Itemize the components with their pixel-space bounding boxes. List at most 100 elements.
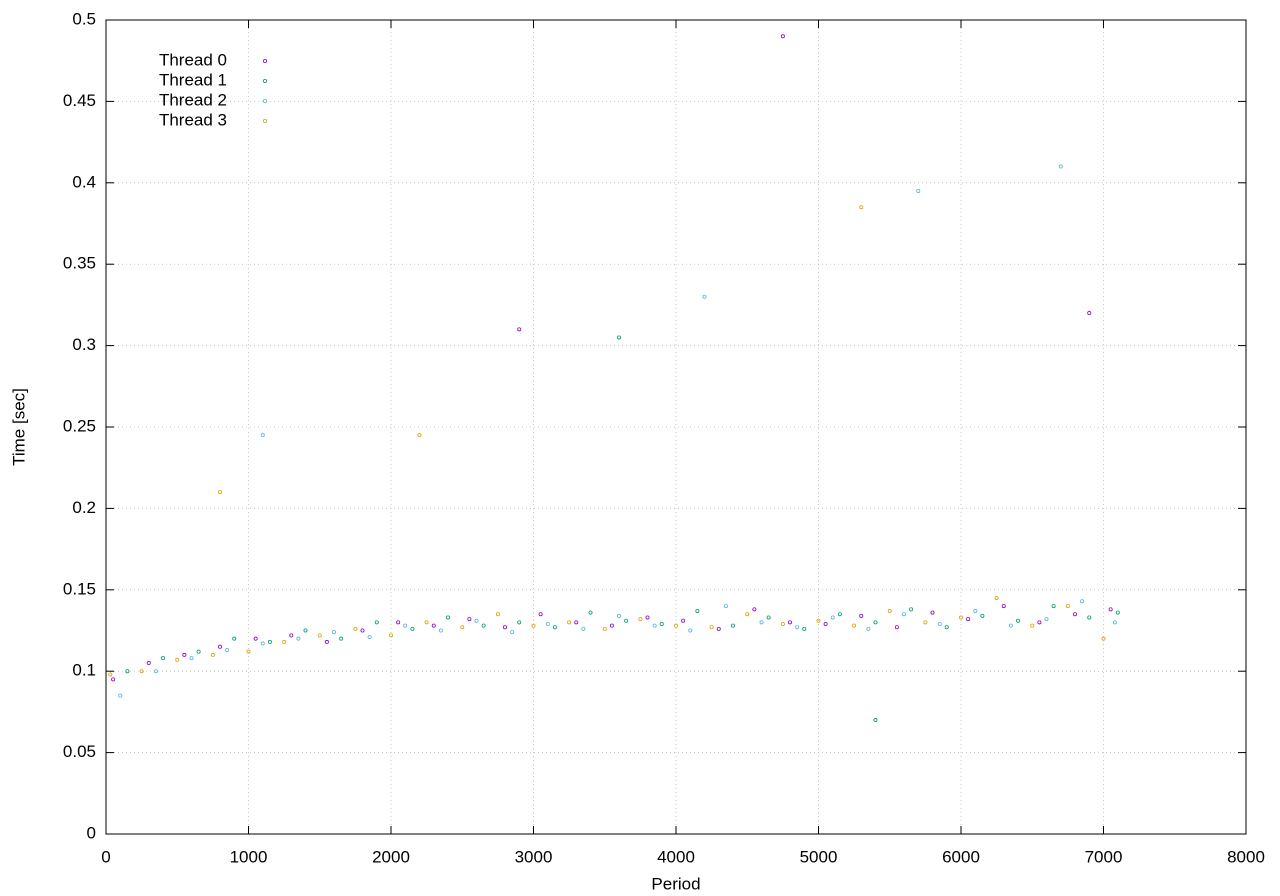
point <box>723 604 728 609</box>
y-tick-label: 0.2 <box>72 498 96 517</box>
point <box>217 644 222 649</box>
legend-marker <box>262 99 267 104</box>
y-tick-label: 0.35 <box>63 254 96 273</box>
point <box>823 621 828 626</box>
point <box>260 433 265 438</box>
point <box>182 652 187 657</box>
point <box>153 669 158 674</box>
point <box>538 612 543 617</box>
point <box>1115 610 1120 615</box>
point <box>959 615 964 620</box>
point <box>830 615 835 620</box>
point <box>431 623 436 628</box>
point <box>353 626 358 631</box>
point <box>403 623 408 628</box>
point <box>588 610 593 615</box>
point <box>923 620 928 625</box>
legend-marker <box>262 79 267 84</box>
point <box>118 693 123 698</box>
point <box>716 626 721 631</box>
point <box>802 626 807 631</box>
point <box>973 608 978 613</box>
point <box>517 620 522 625</box>
point <box>894 625 899 630</box>
point <box>1051 604 1056 609</box>
point <box>645 615 650 620</box>
point <box>624 618 629 623</box>
point <box>873 718 878 723</box>
point <box>1112 620 1117 625</box>
point <box>331 630 336 635</box>
point <box>795 625 800 630</box>
point <box>445 615 450 620</box>
point <box>731 623 736 628</box>
point <box>859 205 864 210</box>
point <box>638 617 643 622</box>
point <box>1101 636 1106 641</box>
point <box>944 625 949 630</box>
point <box>1087 615 1092 620</box>
point <box>688 628 693 633</box>
point <box>481 623 486 628</box>
y-tick-label: 0.1 <box>72 661 96 680</box>
point <box>866 626 871 631</box>
point <box>396 620 401 625</box>
point <box>652 623 657 628</box>
point <box>567 620 572 625</box>
x-tick-label: 7000 <box>1085 847 1123 866</box>
point <box>260 641 265 646</box>
legend-label: Thread 1 <box>159 70 227 89</box>
y-tick-label: 0.3 <box>72 335 96 354</box>
point <box>1087 311 1092 316</box>
point <box>695 608 700 613</box>
y-axis-label: Time [sec] <box>9 388 28 466</box>
legend-label: Thread 0 <box>159 50 227 69</box>
point <box>816 618 821 623</box>
point <box>966 617 971 622</box>
y-tick-label: 0.15 <box>63 579 96 598</box>
x-tick-label: 8000 <box>1227 847 1265 866</box>
point <box>160 656 165 661</box>
point <box>410 626 415 631</box>
point <box>1001 604 1006 609</box>
point <box>510 630 515 635</box>
point <box>780 621 785 626</box>
point <box>139 669 144 674</box>
x-tick-label: 4000 <box>657 847 695 866</box>
point <box>253 636 258 641</box>
point <box>873 620 878 625</box>
point <box>574 620 579 625</box>
point <box>125 669 130 674</box>
point <box>1058 164 1063 169</box>
point <box>210 652 215 657</box>
y-tick-label: 0 <box>87 823 96 842</box>
point <box>759 620 764 625</box>
point <box>674 623 679 628</box>
legend-marker <box>262 59 267 64</box>
point <box>1044 617 1049 622</box>
point <box>531 623 536 628</box>
point <box>887 608 892 613</box>
point <box>495 612 500 617</box>
point <box>175 657 180 662</box>
point <box>317 633 322 638</box>
point <box>1080 599 1085 604</box>
point <box>581 626 586 631</box>
point <box>367 635 372 640</box>
point <box>617 335 622 340</box>
point <box>617 613 622 618</box>
y-tick-label: 0.5 <box>72 9 96 28</box>
point <box>1108 607 1113 612</box>
point <box>766 615 771 620</box>
x-tick-label: 2000 <box>372 847 410 866</box>
point <box>196 649 201 654</box>
point <box>930 610 935 615</box>
y-tick-label: 0.25 <box>63 416 96 435</box>
point <box>909 607 914 612</box>
x-tick-label: 0 <box>101 847 110 866</box>
point <box>1008 623 1013 628</box>
point <box>108 672 113 677</box>
point <box>709 625 714 630</box>
point <box>388 633 393 638</box>
